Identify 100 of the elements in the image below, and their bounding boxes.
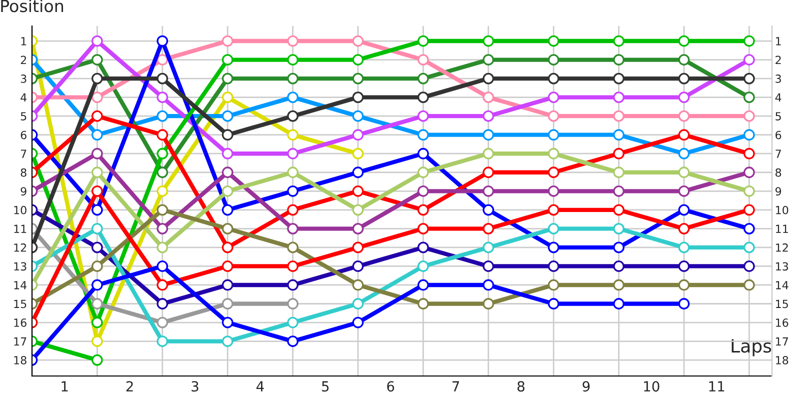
point (222, 316, 234, 328)
point (352, 279, 364, 291)
point (548, 222, 560, 234)
point (222, 279, 234, 291)
point (678, 260, 690, 272)
point (743, 242, 755, 254)
point (156, 336, 168, 347)
point (743, 129, 755, 141)
point (352, 316, 364, 328)
point (156, 279, 168, 291)
point (482, 279, 494, 291)
point (352, 166, 364, 178)
point (156, 110, 168, 122)
point (613, 204, 624, 216)
point (92, 110, 103, 122)
point (417, 92, 429, 104)
x-tick-label: 10 (644, 381, 660, 392)
y-tick-label: 18 (14, 356, 26, 364)
point (678, 129, 690, 141)
point (417, 279, 429, 291)
point (287, 72, 298, 84)
point (92, 72, 103, 84)
point (678, 148, 690, 160)
x-tick-label: 4 (256, 381, 264, 392)
point (222, 110, 234, 122)
point (92, 129, 103, 141)
point (743, 110, 755, 122)
point (417, 204, 429, 216)
point (678, 279, 690, 291)
point (743, 72, 755, 84)
point (548, 54, 560, 66)
point (287, 129, 298, 141)
x-tick-label: 3 (192, 381, 198, 392)
y-tick-label: 8 (20, 168, 26, 177)
point (156, 129, 168, 141)
point (222, 54, 234, 66)
point (92, 92, 103, 104)
y2-tick-label: 1 (776, 37, 781, 46)
point (482, 129, 494, 141)
y2-tick-label: 12 (776, 243, 788, 252)
y-tick-label: 17 (14, 337, 26, 346)
y-tick-label: 1 (21, 37, 26, 46)
point (92, 148, 103, 160)
point (613, 54, 624, 66)
point (417, 129, 429, 141)
point (482, 54, 494, 66)
point (417, 298, 429, 310)
y-tick-label: 4 (20, 93, 27, 102)
y2-tick-label: 7 (776, 150, 781, 158)
point (92, 298, 103, 310)
y2-tick-label: 16 (776, 318, 788, 327)
point (156, 148, 168, 160)
point (743, 54, 755, 66)
point (482, 110, 494, 122)
point (417, 222, 429, 234)
point (548, 185, 560, 197)
y2-tick-label: 13 (776, 262, 788, 271)
point (482, 166, 494, 178)
point (287, 242, 298, 254)
point (417, 72, 429, 84)
point (156, 54, 168, 66)
point (156, 316, 168, 328)
point (548, 279, 560, 291)
point (352, 129, 364, 141)
point (678, 166, 690, 178)
point (287, 54, 298, 66)
y-tick-label: 3 (20, 74, 26, 83)
point (417, 166, 429, 178)
point (743, 166, 755, 178)
point (548, 242, 560, 254)
y2-tick-label: 17 (776, 337, 788, 346)
point (613, 35, 624, 47)
point (352, 204, 364, 216)
point (352, 54, 364, 66)
point (613, 92, 624, 104)
point (222, 166, 234, 178)
point (678, 204, 690, 216)
point (548, 129, 560, 141)
point (222, 222, 234, 234)
point (156, 185, 168, 197)
point (548, 92, 560, 104)
y2-tick-label: 10 (776, 206, 788, 214)
point (678, 92, 690, 104)
y-tick-label: 9 (20, 187, 26, 196)
point (222, 185, 234, 197)
y2-tick-label: 15 (776, 300, 788, 308)
point (222, 129, 234, 141)
x-tick-label: 8 (518, 381, 524, 392)
x-tick-label: 7 (452, 381, 460, 392)
point (613, 166, 624, 178)
point (222, 72, 234, 84)
point (613, 72, 624, 84)
x-tick-label: 11 (709, 381, 724, 392)
point (743, 185, 755, 197)
point (352, 35, 364, 47)
point (613, 185, 624, 197)
point (92, 260, 103, 272)
y-tick-label: 5 (20, 112, 26, 120)
point (678, 54, 690, 66)
point (743, 279, 755, 291)
